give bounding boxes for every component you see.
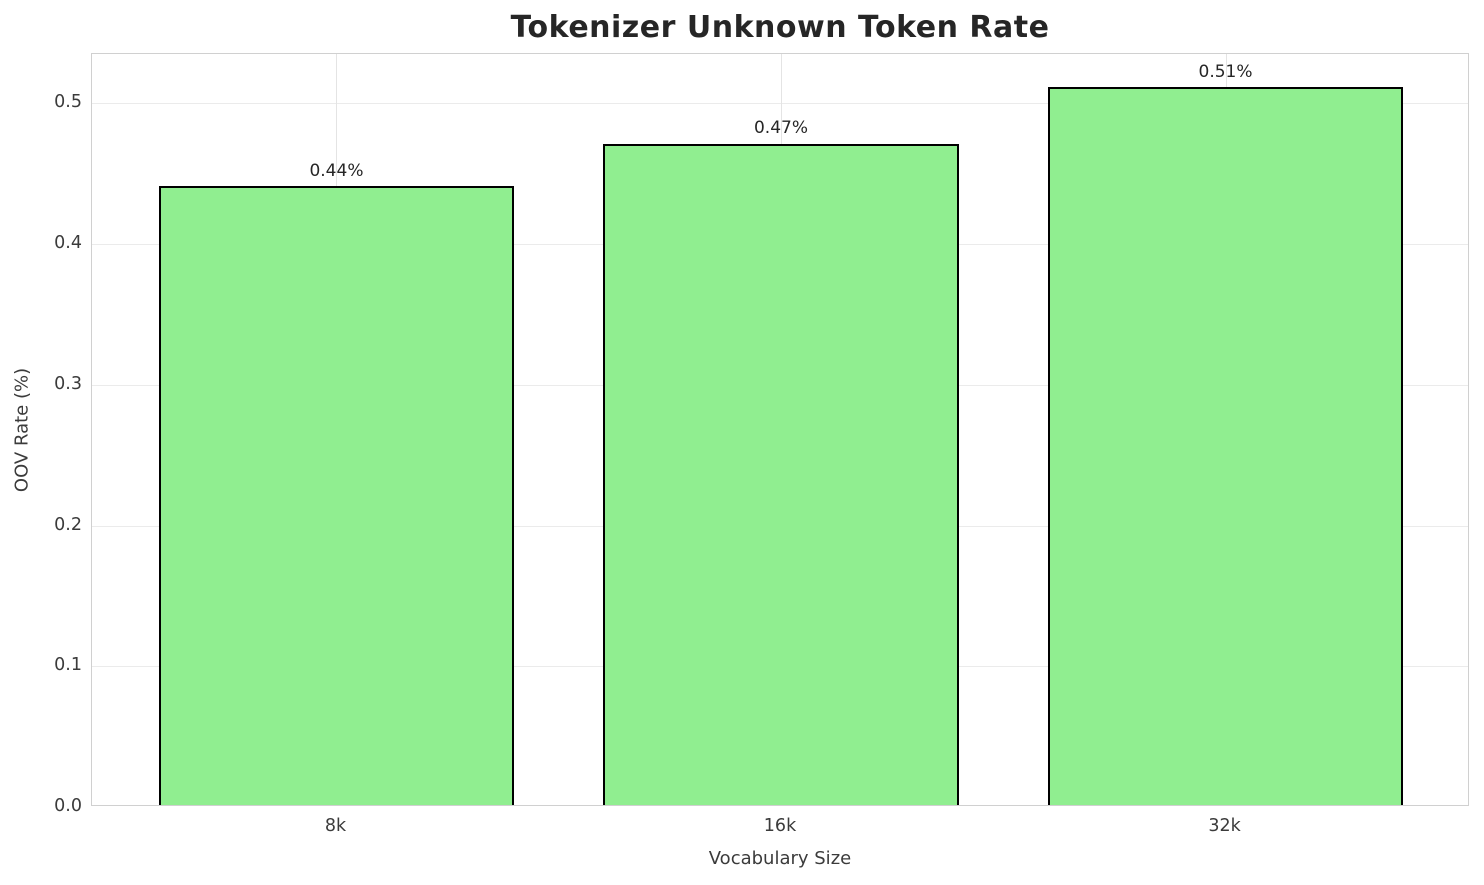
x-axis-label: Vocabulary Size — [708, 848, 852, 869]
plot-area: 0.44% 0.47% 0.51% — [91, 53, 1469, 806]
y-axis-label: OOV Rate (%) — [11, 367, 33, 493]
bar-value-label: 0.51% — [1198, 62, 1253, 83]
y-tick-label: 0.5 — [54, 92, 82, 113]
bar-16k — [603, 143, 959, 805]
x-tick-label: 8k — [324, 816, 347, 836]
y-tick-label: 0.3 — [54, 373, 82, 394]
bar-value-label: 0.44% — [309, 160, 364, 181]
y-tick-label: 0.2 — [54, 514, 82, 535]
h-gridline — [92, 103, 1468, 105]
bar-32k — [1047, 87, 1404, 805]
x-tick-label: 16k — [763, 816, 797, 836]
x-tick-label: 32k — [1208, 816, 1241, 836]
bar-value-label: 0.47% — [753, 118, 809, 139]
y-tick-label: 0.4 — [54, 233, 82, 253]
chart-title: Tokenizer Unknown Token Rate — [510, 10, 1050, 45]
bar-8k — [158, 185, 515, 805]
y-tick-label: 0.0 — [54, 796, 82, 816]
y-tick-label: 0.1 — [54, 655, 82, 676]
